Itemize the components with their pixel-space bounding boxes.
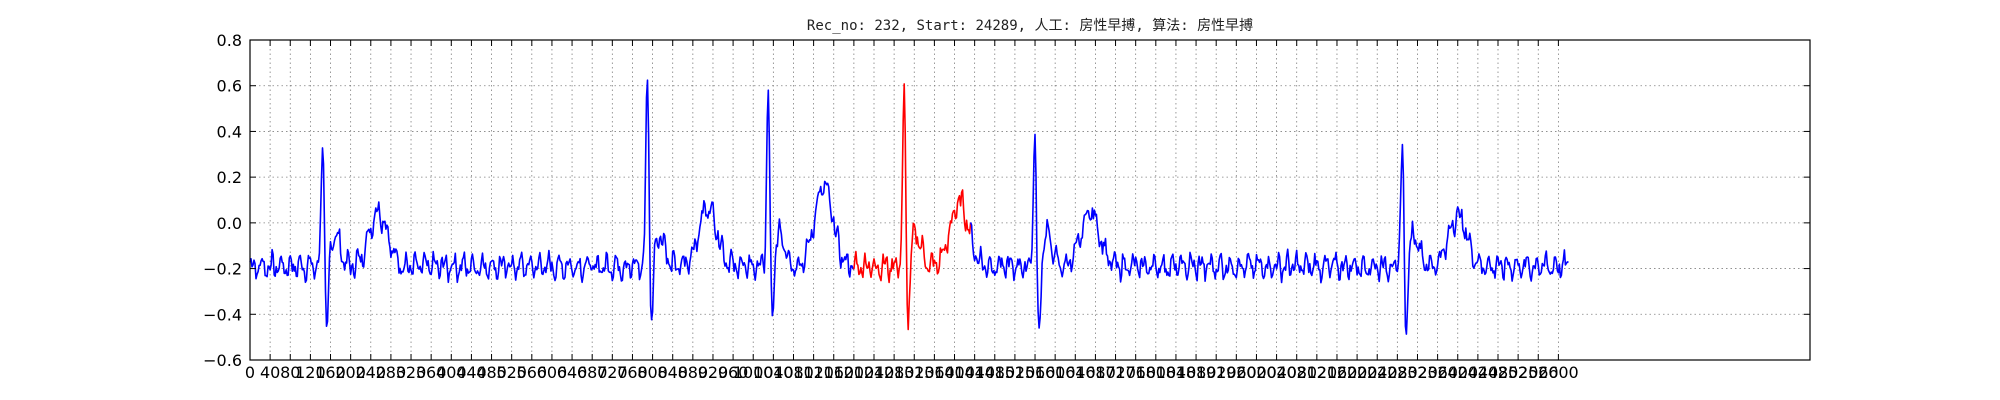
x-tick-label: 680 xyxy=(577,363,608,382)
chart-title: Rec_no: 232, Start: 24289, 人工: 房性早搏, 算法:… xyxy=(807,17,1253,34)
x-tick-label: 840 xyxy=(657,363,688,382)
y-tick-label: 0.8 xyxy=(217,31,242,50)
x-tick-label: 760 xyxy=(617,363,648,382)
x-tick-label: 40 xyxy=(260,363,280,382)
x-tick-label: 1440 xyxy=(954,363,995,382)
x-tick-label: 2040 xyxy=(1256,363,1297,382)
x-tick-label: 1240 xyxy=(854,363,895,382)
x-tick-label: 1000 xyxy=(733,363,774,382)
x-tick-label: 1680 xyxy=(1075,363,1116,382)
x-tick-label: 1040 xyxy=(753,363,794,382)
x-tick-label: 280 xyxy=(376,363,407,382)
y-tick-label: −0.6 xyxy=(203,351,242,370)
x-tick-label: 1920 xyxy=(1196,363,1237,382)
y-axis: −0.6 −0.4 −0.2 0.0 0.2 0.4 0.6 0.8 xyxy=(203,31,1810,370)
x-tick-label: 600 xyxy=(537,363,568,382)
x-tick-label: 800 xyxy=(637,363,668,382)
x-tick-label: 480 xyxy=(476,363,507,382)
x-tick-label: 1120 xyxy=(793,363,834,382)
x-tick-label: 160 xyxy=(315,363,346,382)
y-tick-label: 0.0 xyxy=(217,214,242,233)
x-tick-label: 120 xyxy=(295,363,326,382)
x-tick-label: 2440 xyxy=(1458,363,1499,382)
x-tick-label: 2280 xyxy=(1377,363,1418,382)
x-tick-label: 440 xyxy=(456,363,487,382)
y-tick-label: 0.6 xyxy=(217,77,242,96)
x-tick-label: 2200 xyxy=(1337,363,1378,382)
ecg-series-line xyxy=(969,133,1569,335)
highlight-series-line xyxy=(853,83,972,331)
x-tick-label: 1080 xyxy=(773,363,814,382)
x-tick-label: 920 xyxy=(698,363,729,382)
x-tick-label: 2600 xyxy=(1538,363,1579,382)
x-tick-label: 2520 xyxy=(1498,363,1539,382)
x-tick-label: 1600 xyxy=(1035,363,1076,382)
x-tick-label: 1400 xyxy=(934,363,975,382)
x-tick-label: 1160 xyxy=(813,363,854,382)
x-tick-label: 80 xyxy=(280,363,300,382)
x-tick-label: 1760 xyxy=(1115,363,1156,382)
x-tick-label: 400 xyxy=(436,363,467,382)
x-tick-label: 2240 xyxy=(1357,363,1398,382)
x-tick-label: 2400 xyxy=(1437,363,1478,382)
axes-frame xyxy=(249,39,1811,361)
x-tick-label: 360 xyxy=(416,363,447,382)
x-tick-label: 1280 xyxy=(874,363,915,382)
x-tick-label: 1960 xyxy=(1216,363,1257,382)
x-tick-label: 1800 xyxy=(1135,363,1176,382)
x-tick-label: 0 xyxy=(245,363,255,382)
series-layer xyxy=(249,79,1569,335)
x-tick-label: 1640 xyxy=(1055,363,1096,382)
x-tick-label: 1560 xyxy=(1015,363,1056,382)
x-tick-label: 320 xyxy=(396,363,427,382)
x-tick-label: 1360 xyxy=(914,363,955,382)
x-tick-label: 1720 xyxy=(1095,363,1136,382)
x-tick-label: 560 xyxy=(517,363,548,382)
x-tick-label: 520 xyxy=(496,363,527,382)
x-tick-label: 1520 xyxy=(995,363,1036,382)
x-tick-label: 640 xyxy=(557,363,588,382)
x-tick-label: 240 xyxy=(356,363,387,382)
x-tick-label: 2320 xyxy=(1397,363,1438,382)
x-tick-label: 960 xyxy=(718,363,749,382)
x-tick-label: 2360 xyxy=(1417,363,1458,382)
x-tick-label: 2160 xyxy=(1317,363,1358,382)
grid xyxy=(249,39,1810,361)
x-tick-label: 880 xyxy=(678,363,709,382)
x-tick-label: 720 xyxy=(597,363,628,382)
x-tick-label: 1880 xyxy=(1176,363,1217,382)
x-axis: 0 40 8012016020024028032036040044048052056… xyxy=(245,40,1579,382)
y-tick-label: 0.4 xyxy=(217,122,242,141)
x-tick-label: 2560 xyxy=(1518,363,1559,382)
x-tick-label: 2080 xyxy=(1276,363,1317,382)
x-tick-label: 200 xyxy=(335,363,366,382)
x-tick-label: 1200 xyxy=(834,363,875,382)
x-tick-label: 1840 xyxy=(1156,363,1197,382)
x-tick-label: 2000 xyxy=(1236,363,1277,382)
y-tick-label: −0.2 xyxy=(203,260,242,279)
y-tick-label: −0.4 xyxy=(203,305,242,324)
x-tick-label: 2480 xyxy=(1478,363,1519,382)
ecg-series-line xyxy=(249,79,855,327)
x-tick-label: 2120 xyxy=(1296,363,1337,382)
x-tick-label: 1320 xyxy=(894,363,935,382)
x-tick-label: 1480 xyxy=(974,363,1015,382)
y-tick-label: 0.2 xyxy=(217,168,242,187)
